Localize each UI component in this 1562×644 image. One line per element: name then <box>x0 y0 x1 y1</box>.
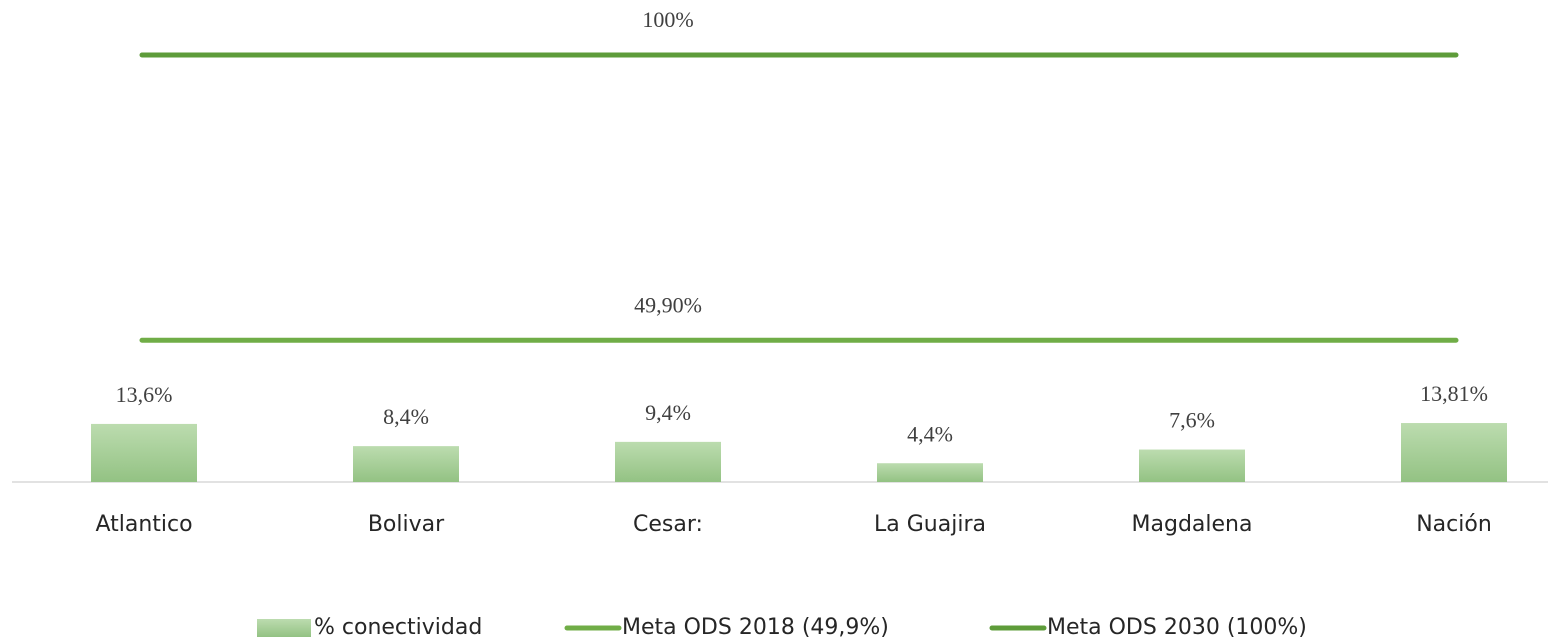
data-label: 9,4% <box>645 400 691 425</box>
bar <box>91 423 197 482</box>
x-tick-label: Atlantico <box>95 512 192 537</box>
data-label: 13,6% <box>116 382 173 407</box>
legend-label: Meta ODS 2018 (49,9%) <box>622 615 889 640</box>
data-label: 13,81% <box>1420 381 1488 406</box>
x-tick-label: Nación <box>1416 512 1492 537</box>
legend-label: Meta ODS 2030 (100%) <box>1047 615 1307 640</box>
bar <box>1139 449 1245 482</box>
bar <box>1401 423 1507 482</box>
bar <box>877 463 983 482</box>
data-label: 7,6% <box>1169 408 1215 433</box>
x-tick-label: La Guajira <box>874 512 986 537</box>
legend-label: % conectividad <box>314 615 482 640</box>
x-tick-label: Magdalena <box>1132 512 1253 537</box>
x-tick-label: Bolivar <box>368 512 445 537</box>
data-label: 49,90% <box>634 292 702 317</box>
bar <box>615 441 721 482</box>
x-tick-label: Cesar: <box>633 512 703 537</box>
data-label: 8,4% <box>383 404 429 429</box>
legend-swatch <box>257 619 311 637</box>
data-label: 4,4% <box>907 421 953 446</box>
data-label: 100% <box>642 7 693 32</box>
bar <box>353 446 459 482</box>
